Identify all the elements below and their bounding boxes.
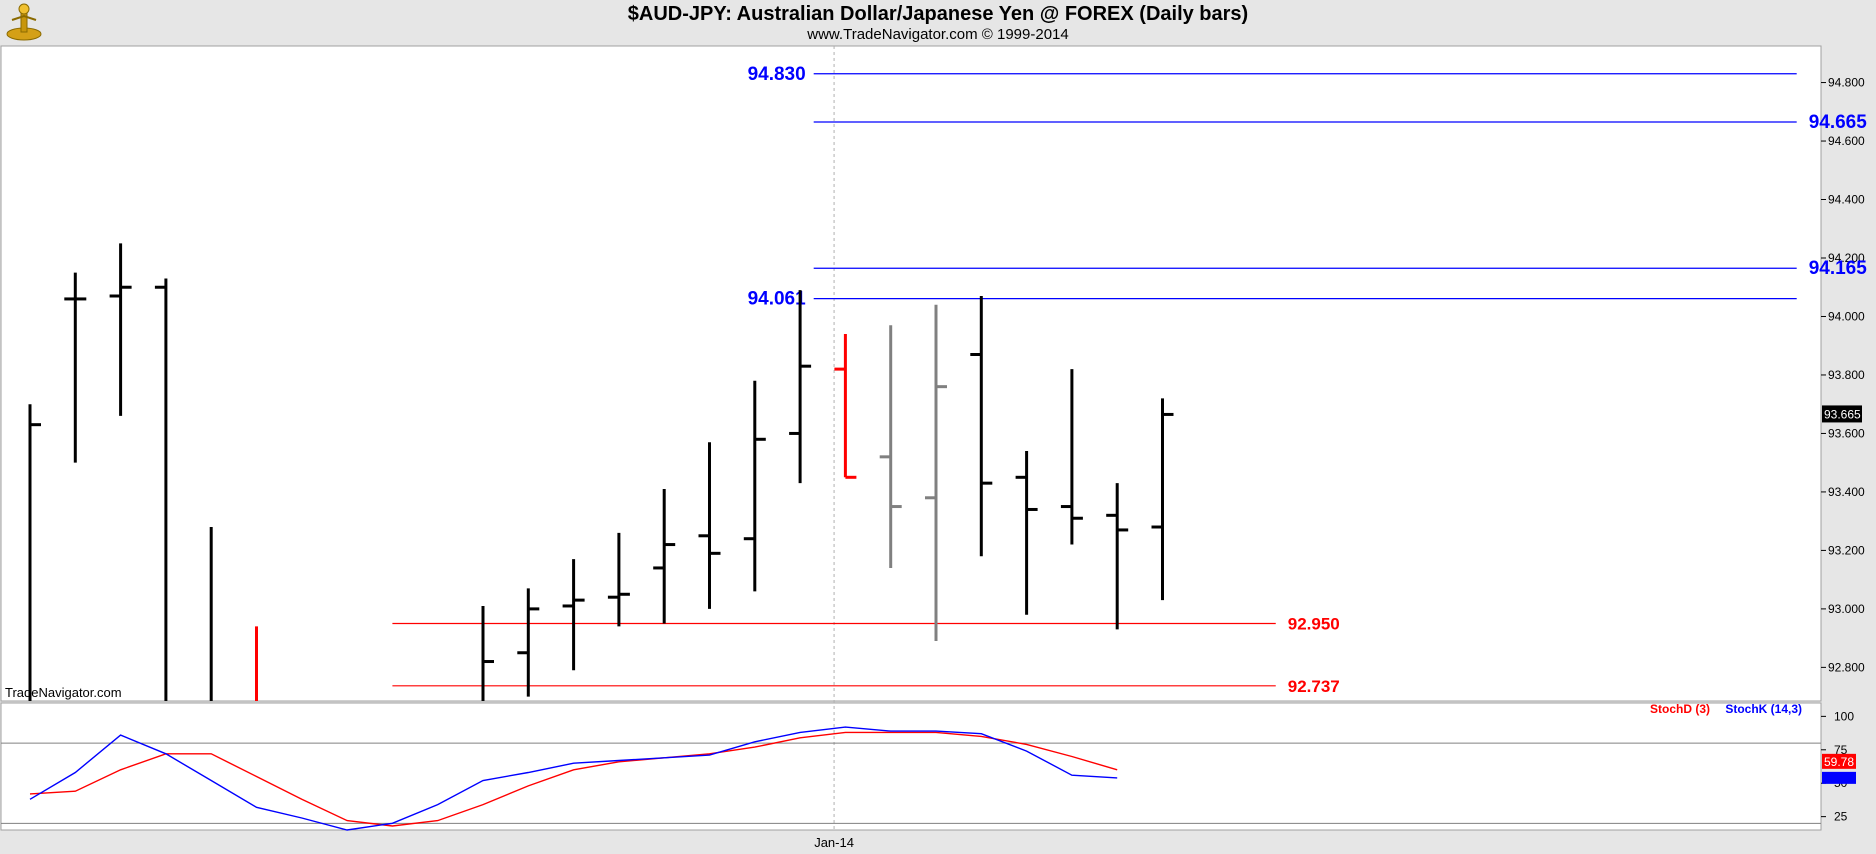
watermark-text: TradeNavigator.com [5,685,122,700]
price-panel-bg [0,45,1822,702]
level-label: 94.165 [1809,258,1868,279]
y-tick-label: 94.400 [1828,193,1865,207]
chart-title: $AUD-JPY: Australian Dollar/Japanese Yen… [627,3,1249,25]
stoch-legend-k: StochK (14,3) [1725,702,1802,716]
y-tick-label: 93.200 [1828,543,1865,557]
stoch-k-marker [1822,771,1856,784]
chart-subtitle: www.TradeNavigator.com © 1999-2014 [807,26,1069,43]
y-tick-label: 93.600 [1828,426,1865,440]
y-tick-label: 94.000 [1828,309,1865,323]
x-tick-label: Jan-14 [814,835,854,850]
level-label: 94.061 [748,289,807,310]
stochastic-panel: 255075100StochD (3)StochK (14,3)59.78 [1,702,1856,831]
trade-navigator-logo-icon [6,3,42,41]
y-tick-label: 94.200 [1828,251,1865,265]
stoch-legend-d: StochD (3) [1650,702,1710,716]
stoch-d-marker [1822,753,1856,769]
level-label: 94.830 [748,64,806,85]
stoch-last-value: 59.78 [1824,755,1854,769]
stoch-y-tick-label: 75 [1834,743,1848,757]
stoch-series-line [29,731,1118,827]
level-label: 92.950 [1288,615,1340,634]
last-price-text: 93.665 [1824,407,1861,421]
stoch-y-tick-label: 25 [1834,810,1848,824]
chart-header: $AUD-JPY: Australian Dollar/Japanese Yen… [0,0,1876,46]
y-tick-label: 92.800 [1828,660,1865,674]
price-panel: Jan-14 92.800 93.000 93.200 93.400 93.600 93.8… [28,46,1868,850]
y-tick-label: 94.800 [1828,76,1865,90]
y-tick-label: 93.400 [1828,485,1865,499]
level-label: 94.665 [1809,112,1868,133]
last-price-marker [1822,405,1862,423]
stoch-panel-bg [0,702,1822,831]
level-label: 92.737 [1288,677,1340,696]
y-tick-label: 93.000 [1828,602,1865,616]
y-tick-label: 93.800 [1828,368,1865,382]
stoch-series-line [29,726,1118,831]
stoch-y-tick-label: 100 [1834,709,1854,723]
y-tick-label: 94.600 [1828,134,1865,148]
